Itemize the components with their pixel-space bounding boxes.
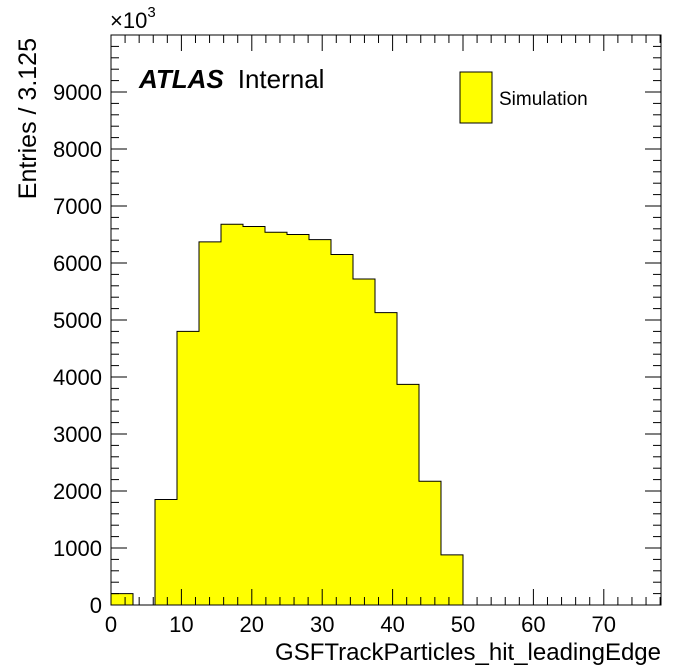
histogram-bar <box>441 554 463 605</box>
x-tick-label: 10 <box>169 612 193 637</box>
legend: Simulation <box>459 71 588 124</box>
axes <box>110 34 662 606</box>
y-tick-label: 2000 <box>53 479 102 504</box>
x-tick-label: 30 <box>310 612 334 637</box>
x-tick-label: 50 <box>451 612 475 637</box>
axis-labels: 0 10 20 30 40 50 60 70 0 1000 2000 3000 4000 5000 6000… <box>14 4 661 666</box>
histogram-bar <box>221 224 243 606</box>
atlas-internal: Internal <box>238 64 325 94</box>
legend-label: Simulation <box>499 89 588 110</box>
x-tick-label: 0 <box>105 612 117 637</box>
histogram-bar <box>331 254 353 605</box>
legend-swatch <box>459 71 493 124</box>
histogram-bar <box>397 384 419 605</box>
histogram-bars <box>110 223 661 606</box>
histogram-bar <box>199 241 221 605</box>
y-tick-label: 0 <box>90 593 102 618</box>
x-tick-label: 40 <box>380 612 404 637</box>
y-tick-label: 7000 <box>53 194 102 219</box>
histogram-bar <box>111 593 133 605</box>
y-multiplier-label: ×103 <box>110 4 156 33</box>
y-tick-label: 5000 <box>53 308 102 333</box>
histogram-bar <box>353 278 375 605</box>
y-tick-label: 8000 <box>53 137 102 162</box>
y-tick-label: 3000 <box>53 422 102 447</box>
y-tick-label: 6000 <box>53 251 102 276</box>
atlas-annotation: ATLAS Internal <box>138 64 324 94</box>
histogram-bar <box>265 232 287 605</box>
x-axis-title: GSFTrackParticles_hit_leadingEdge <box>275 639 661 666</box>
histogram-bar <box>177 331 199 605</box>
y-tick-label: 9000 <box>53 80 102 105</box>
y-tick-label: 4000 <box>53 365 102 390</box>
histogram-bar <box>243 226 265 605</box>
x-tick-label: 70 <box>592 612 616 637</box>
atlas-label: ATLAS Internal <box>138 64 324 94</box>
histogram-bar <box>375 312 397 605</box>
x-tick-label: 60 <box>521 612 545 637</box>
x-tick-label: 20 <box>240 612 264 637</box>
y-tick-label: 1000 <box>53 536 102 561</box>
histogram-bar <box>419 481 441 605</box>
y-axis-title: Entries / 3.125 <box>14 38 42 199</box>
histogram-bar <box>155 499 177 605</box>
y-multiplier-exponent: 3 <box>147 4 155 21</box>
histogram-bar <box>309 239 331 605</box>
atlas-bold: ATLAS <box>138 64 224 94</box>
histogram-bar <box>287 234 309 605</box>
